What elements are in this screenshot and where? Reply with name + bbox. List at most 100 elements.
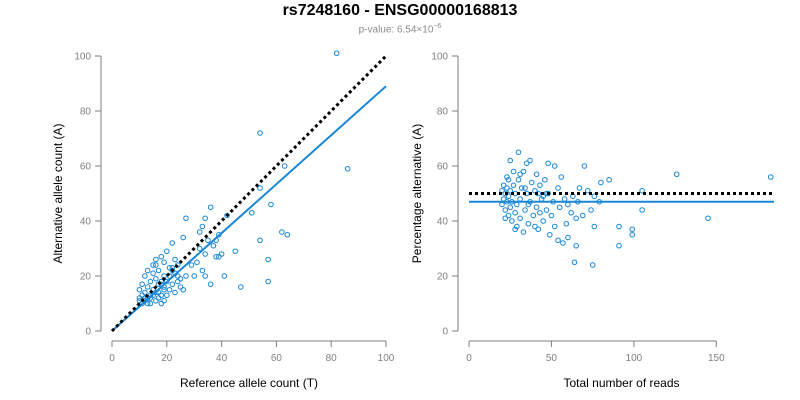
left-data-point (166, 286, 173, 293)
right-y-tick-label: 40 (437, 217, 449, 228)
left-data-point (153, 275, 159, 282)
right-data-point (561, 196, 568, 202)
right-data-point (515, 149, 522, 156)
right-data-point (573, 242, 579, 249)
right-data-point (581, 163, 588, 169)
right-y-tick-label: 80 (437, 107, 449, 118)
right-data-point (591, 193, 598, 200)
left-data-point (194, 259, 200, 266)
left-data-point (169, 240, 176, 246)
right-data-point (565, 234, 571, 241)
left-data-point (169, 281, 176, 288)
right-data-point (639, 187, 645, 194)
right-data-point (509, 218, 515, 224)
left-data-point (205, 237, 211, 244)
right-data-point (530, 212, 537, 219)
left-data-point (257, 130, 263, 136)
right-data-point (551, 163, 558, 169)
left-data-point (174, 262, 181, 268)
left-data-point (144, 267, 151, 274)
left-data-point (153, 256, 159, 263)
left-data-point (224, 212, 230, 219)
right-data-point (576, 185, 583, 191)
right-data-point (532, 187, 538, 194)
left-x-axis-label: Reference allele count (T) (180, 376, 318, 390)
right-data-point (528, 179, 535, 186)
left-data-point (216, 253, 222, 260)
right-data-point (507, 187, 514, 194)
left-x-tick-label: 100 (378, 353, 395, 364)
left-data-point (183, 215, 189, 222)
left-data-point (150, 262, 156, 268)
left-data-point (172, 256, 178, 263)
right-data-point (533, 204, 540, 211)
right-data-point (616, 242, 622, 249)
left-y-tick-label: 0 (85, 327, 91, 338)
left-data-point (218, 251, 225, 257)
left-x-tick-label: 60 (271, 353, 283, 364)
left-x-tick-label: 40 (216, 353, 228, 364)
left-data-point (161, 286, 167, 293)
right-data-point (527, 157, 533, 164)
left-data-point (207, 204, 214, 211)
left-y-tick-label: 60 (80, 162, 92, 173)
right-data-point (616, 223, 622, 230)
left-data-point (232, 248, 239, 255)
right-data-point (639, 207, 645, 213)
right-data-point (500, 196, 507, 202)
left-data-point (158, 292, 165, 299)
right-data-point (502, 207, 509, 213)
right-data-point (589, 262, 596, 268)
left-data-point (196, 245, 203, 252)
p-value-exponent: −6 (433, 23, 442, 30)
left-data-point (139, 292, 145, 299)
left-data-point (257, 185, 263, 191)
right-data-point (502, 215, 509, 222)
right-data-point (673, 171, 680, 178)
left-data-point (177, 275, 184, 282)
right-data-point (520, 229, 527, 235)
right-data-point (537, 182, 543, 189)
chart-title: rs7248160 - ENSG00000168813 (282, 2, 518, 19)
left-data-point (153, 262, 159, 268)
right-x-tick-label: 0 (466, 353, 472, 364)
left-data-point (153, 289, 159, 296)
right-data-point (504, 185, 510, 191)
right-data-point (512, 226, 518, 233)
p-value-text: p-value: 6.54×10 (358, 24, 434, 36)
left-data-point (164, 278, 170, 285)
right-data-point (517, 215, 523, 222)
right-data-point (767, 174, 774, 180)
right-x-tick-label: 150 (708, 353, 725, 364)
left-y-axis-label: Alternative allele count (A) (51, 123, 65, 263)
left-data-point (268, 201, 274, 208)
left-data-point (207, 281, 214, 288)
left-data-point (257, 237, 263, 244)
right-data-point (505, 193, 512, 200)
right-y-tick-label: 100 (431, 52, 448, 63)
left-reference-line (110, 54, 388, 333)
left-data-point (180, 234, 187, 241)
right-y-tick-label: 60 (437, 162, 449, 173)
right-data-point (558, 174, 565, 180)
right-data-point (629, 231, 636, 238)
left-data-point (183, 273, 189, 279)
left-data-point (199, 223, 206, 230)
right-data-point (515, 176, 522, 183)
right-data-point (505, 212, 512, 219)
right-data-point (535, 226, 542, 233)
right-x-tick-label: 50 (546, 353, 558, 364)
right-data-point (505, 176, 512, 183)
left-data-point (265, 256, 271, 263)
left-data-point (265, 278, 271, 285)
right-data-point (542, 176, 548, 183)
right-data-point (525, 220, 532, 227)
right-data-point (606, 176, 612, 183)
left-data-point (221, 273, 228, 279)
right-data-point (543, 207, 550, 213)
right-data-point (545, 160, 551, 167)
right-data-point (591, 223, 598, 230)
right-data-point (518, 185, 525, 191)
right-data-point (514, 223, 520, 230)
